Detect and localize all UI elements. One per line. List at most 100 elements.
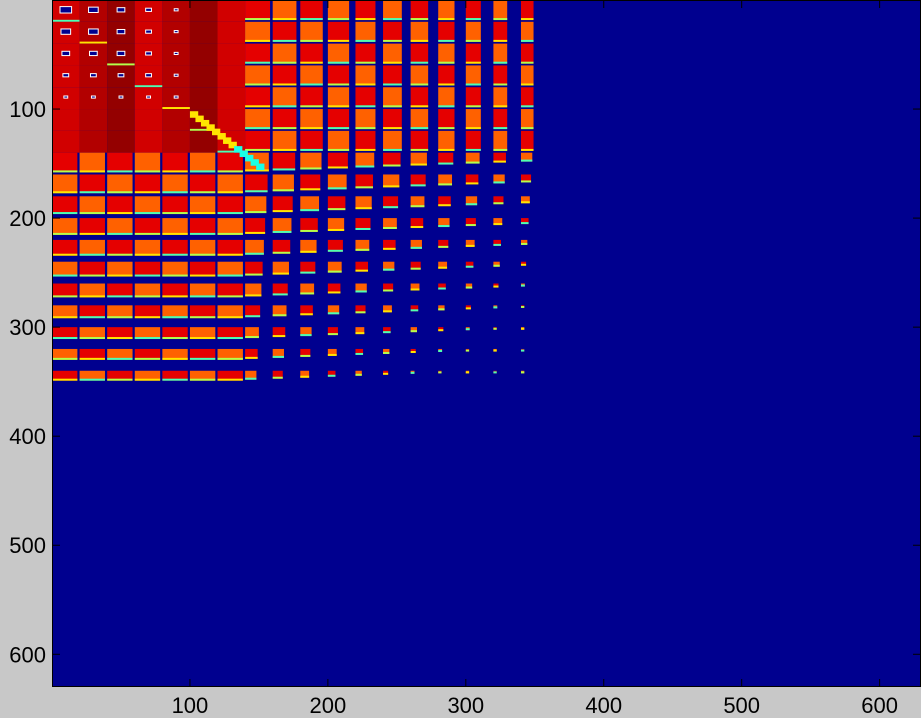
heatmap-cell xyxy=(217,370,243,381)
heatmap-cell-edge xyxy=(355,186,373,189)
y-tick-label: 500 xyxy=(9,533,46,558)
heatmap-cell xyxy=(493,196,504,205)
x-axis: 100 200 300 400 500 600 xyxy=(172,0,898,718)
heatmap-cell xyxy=(327,305,340,315)
heatmap-cell xyxy=(438,305,445,311)
heatmap-cell-edge xyxy=(134,170,161,173)
heatmap-cell-edge xyxy=(162,316,188,319)
heatmap-cell-edge xyxy=(162,357,188,360)
heatmap-cell-edge xyxy=(327,105,350,108)
heatmap-cell xyxy=(134,327,161,340)
heatmap-cell xyxy=(438,87,455,108)
heatmap-cell-edge xyxy=(189,295,216,298)
heatmap-cell-edge xyxy=(438,350,443,353)
heatmap-cell-edge xyxy=(79,191,105,194)
heatmap-cell xyxy=(217,65,246,88)
heatmap-cell xyxy=(272,283,288,296)
heatmap-cell xyxy=(493,283,499,288)
heatmap-cell-edge xyxy=(493,243,501,246)
heatmap-cell-edge xyxy=(300,354,311,357)
heatmap-cell-edge xyxy=(107,357,133,360)
heatmap-cell xyxy=(79,130,108,153)
heatmap-cell xyxy=(272,196,293,213)
x-tick-label: 200 xyxy=(310,693,347,718)
heatmap-cell-edge xyxy=(327,148,350,151)
heatmap-cell-edge xyxy=(327,166,348,169)
heatmap-cell xyxy=(245,305,261,318)
heatmap-cell-edge xyxy=(217,170,243,173)
heatmap-cell-edge xyxy=(327,333,338,336)
heatmap-cell-edge xyxy=(217,212,243,215)
heatmap-cell xyxy=(162,218,188,235)
heatmap-cell-edge xyxy=(410,246,422,249)
heatmap-cell xyxy=(300,65,323,86)
heatmap-cell-edge xyxy=(438,61,455,64)
heatmap-cell xyxy=(355,21,376,42)
diagonal-cell xyxy=(223,137,232,144)
heatmap-cell-edge xyxy=(245,356,258,359)
heatmap-cell-edge xyxy=(52,212,78,215)
heatmap-cell xyxy=(410,196,425,208)
y-tick-label: 400 xyxy=(9,424,46,449)
heatmap-cell xyxy=(79,174,105,194)
heatmap-cell-edge xyxy=(107,274,133,277)
heatmap-cell-edge xyxy=(52,337,78,340)
heatmap-cell-edge xyxy=(520,83,534,86)
heatmap-cell xyxy=(355,87,376,108)
heatmap-cell xyxy=(438,327,444,332)
heatmap-cell xyxy=(217,261,243,277)
heatmap-cell-edge xyxy=(300,229,318,232)
heatmap-cell-edge xyxy=(52,274,78,277)
heatmap-cell xyxy=(217,305,243,319)
heatmap-cell xyxy=(355,370,362,376)
heatmap-cell xyxy=(162,109,190,131)
heatmap-cell-edge xyxy=(79,274,105,277)
heatmap-cell xyxy=(355,174,373,189)
heatmap-cell xyxy=(410,43,429,64)
heatmap-cell xyxy=(383,130,402,151)
heatmap-cell xyxy=(134,109,163,131)
heatmap-cell-edge xyxy=(300,209,320,212)
heatmap-cell xyxy=(300,196,320,212)
heatmap-cell-edge xyxy=(217,316,243,319)
heatmap-cell-edge xyxy=(465,105,481,108)
heatmap-cell-edge xyxy=(245,127,271,130)
heatmap-cell-edge xyxy=(300,127,323,130)
heatmap-cell xyxy=(272,327,286,338)
heatmap-cell xyxy=(162,348,188,360)
heatmap-cell xyxy=(217,152,243,173)
heatmap-cell-edge xyxy=(355,248,370,251)
heatmap-cell xyxy=(300,0,323,21)
heatmap-cell xyxy=(355,239,370,251)
heatmap-cell-edge xyxy=(438,162,454,165)
heatmap-cell-edge xyxy=(355,61,376,64)
heatmap-cell xyxy=(79,348,105,360)
heatmap-cell-edge xyxy=(217,295,243,298)
heatmap-cell xyxy=(383,109,402,130)
heatmap-cell xyxy=(493,109,508,130)
plot-area xyxy=(52,0,921,687)
heatmap-cell xyxy=(493,174,505,184)
heatmap-cell xyxy=(189,0,218,22)
heatmap-cell-edge xyxy=(52,19,80,22)
heatmap-cell-edge xyxy=(520,305,525,308)
heatmap-cell xyxy=(327,370,336,377)
heatmap-cell-hole xyxy=(61,50,71,57)
heatmap-cell xyxy=(327,65,350,86)
heatmap-cell-edge xyxy=(189,212,216,215)
heatmap-cell xyxy=(520,87,534,108)
y-tick-label: 600 xyxy=(9,642,46,667)
heatmap-cell xyxy=(383,348,390,354)
heatmap-cell-edge xyxy=(327,208,346,211)
heatmap-cell xyxy=(493,87,508,108)
heatmap-cell-edge xyxy=(383,268,395,271)
heatmap-cell-edge xyxy=(438,105,455,108)
heatmap-cell-edge xyxy=(438,204,451,207)
heatmap-cell-edge xyxy=(189,191,216,194)
heatmap-cell-edge xyxy=(355,352,364,355)
heatmap-cell-edge xyxy=(272,272,289,275)
heatmap-cell-edge xyxy=(410,105,429,108)
heatmap-cell-edge xyxy=(383,164,401,167)
heatmap-cell xyxy=(300,370,310,378)
heatmap-cell xyxy=(134,218,161,235)
